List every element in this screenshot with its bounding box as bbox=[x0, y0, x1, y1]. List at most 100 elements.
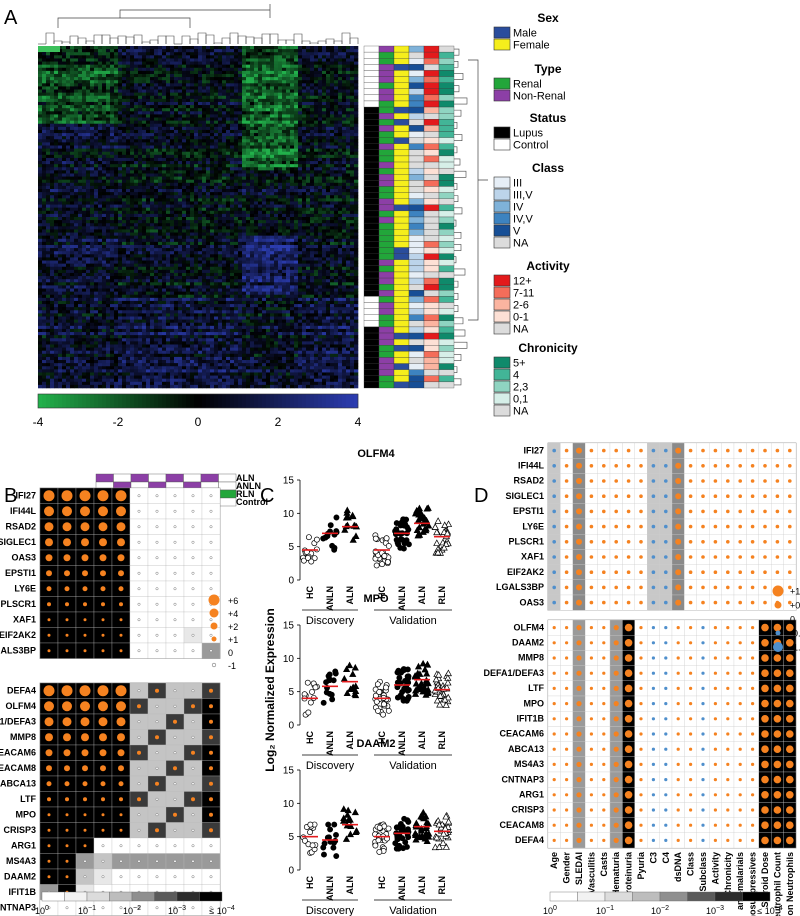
heatmap-cell bbox=[242, 173, 247, 177]
heatmap-cell bbox=[214, 192, 219, 196]
heatmap-cell bbox=[230, 80, 235, 84]
heatmap-cell bbox=[282, 67, 287, 72]
heatmap-cell bbox=[298, 89, 303, 93]
heatmap-cell bbox=[102, 164, 107, 168]
heatmap-cell bbox=[342, 120, 347, 125]
heatmap-cell bbox=[302, 105, 307, 109]
heatmap-cell bbox=[46, 154, 51, 159]
heatmap-cell bbox=[250, 67, 255, 72]
heatmap-cell bbox=[86, 73, 91, 78]
heatmap-cell bbox=[342, 142, 347, 146]
heatmap-cell bbox=[146, 133, 151, 137]
heatmap-cell bbox=[210, 195, 215, 199]
heatmap-cell bbox=[262, 182, 267, 187]
heatmap-cell bbox=[346, 223, 351, 227]
heatmap-cell bbox=[82, 195, 87, 199]
heatmap-cell bbox=[38, 126, 43, 131]
heatmap-cell bbox=[342, 108, 347, 112]
heatmap-cell bbox=[246, 198, 251, 202]
heatmap-cell bbox=[194, 157, 199, 162]
heatmap-cell bbox=[306, 201, 311, 205]
heatmap-cell bbox=[186, 101, 191, 106]
heatmap-cell bbox=[262, 229, 267, 233]
heatmap-cell bbox=[114, 73, 119, 78]
panel-label-a: A bbox=[4, 7, 18, 29]
heatmap-cell bbox=[318, 139, 323, 143]
heatmap-cell bbox=[150, 204, 155, 208]
heatmap-cell bbox=[270, 232, 275, 236]
heatmap-cell bbox=[218, 129, 223, 134]
heatmap-cell bbox=[130, 129, 135, 134]
heatmap-cell bbox=[262, 157, 267, 162]
heatmap-cell bbox=[306, 80, 311, 84]
heatmap-cell bbox=[302, 189, 307, 193]
heatmap-cell bbox=[74, 95, 79, 100]
heatmap-cell bbox=[142, 73, 147, 78]
heatmap-cell bbox=[254, 80, 259, 84]
heatmap-cell bbox=[166, 189, 171, 193]
heatmap-cell bbox=[62, 126, 67, 131]
heatmap-cell bbox=[338, 164, 343, 168]
heatmap-cell bbox=[66, 139, 71, 143]
heatmap-cell bbox=[238, 133, 243, 137]
heatmap-cell bbox=[182, 164, 187, 168]
heatmap-cell bbox=[90, 129, 95, 134]
heatmap-cell bbox=[186, 133, 191, 137]
heatmap-cell bbox=[354, 120, 359, 125]
heatmap-cell bbox=[50, 229, 55, 233]
heatmap-cell bbox=[206, 108, 211, 112]
heatmap-cell bbox=[238, 161, 243, 165]
heatmap-cell bbox=[274, 223, 279, 227]
heatmap-cell bbox=[210, 70, 215, 75]
heatmap-cell bbox=[234, 192, 239, 196]
heatmap-cell bbox=[350, 167, 355, 171]
heatmap-cell bbox=[194, 201, 199, 205]
heatmap-cell bbox=[238, 173, 243, 177]
heatmap-cell bbox=[210, 145, 215, 149]
heatmap-cell bbox=[318, 201, 323, 205]
heatmap-cell bbox=[246, 58, 251, 62]
heatmap-cell bbox=[46, 204, 51, 208]
heatmap-cell bbox=[326, 89, 331, 93]
heatmap-cell bbox=[98, 213, 103, 218]
heatmap-cell bbox=[334, 101, 339, 106]
heatmap-cell bbox=[330, 226, 335, 230]
heatmap-cell bbox=[178, 235, 183, 240]
heatmap-cell bbox=[186, 111, 191, 115]
heatmap-cell bbox=[190, 185, 195, 190]
heatmap-cell bbox=[70, 114, 75, 118]
heatmap-cell bbox=[338, 179, 343, 184]
heatmap-cell bbox=[142, 120, 147, 125]
heatmap-cell bbox=[110, 182, 115, 187]
heatmap-cell bbox=[282, 105, 287, 109]
heatmap-cell bbox=[298, 223, 303, 227]
heatmap-cell bbox=[178, 70, 183, 75]
heatmap-cell bbox=[274, 164, 279, 168]
heatmap-cell bbox=[190, 80, 195, 84]
heatmap-cell bbox=[266, 73, 271, 78]
heatmap-cell bbox=[138, 226, 143, 230]
heatmap-cell bbox=[302, 210, 307, 215]
heatmap-cell bbox=[206, 52, 211, 56]
heatmap-cell bbox=[186, 195, 191, 199]
heatmap-cell bbox=[158, 55, 163, 59]
heatmap-cell bbox=[310, 126, 315, 131]
heatmap-cell bbox=[166, 64, 171, 69]
heatmap-cell bbox=[90, 192, 95, 196]
heatmap-cell bbox=[110, 120, 115, 125]
heatmap-cell bbox=[322, 61, 327, 65]
heatmap-cell bbox=[38, 133, 43, 137]
heatmap-cell bbox=[230, 123, 235, 128]
heatmap-cell bbox=[94, 83, 99, 87]
heatmap-cell bbox=[58, 151, 63, 156]
heatmap-cell bbox=[102, 126, 107, 131]
heatmap-cell bbox=[126, 148, 131, 153]
heatmap-cell bbox=[346, 46, 351, 50]
heatmap-cell bbox=[150, 46, 155, 50]
heatmap-cell bbox=[206, 117, 211, 121]
heatmap-cell bbox=[158, 235, 163, 240]
heatmap-cell bbox=[66, 223, 71, 227]
heatmap-cell bbox=[210, 142, 215, 146]
heatmap-cell bbox=[314, 126, 319, 131]
heatmap-cell bbox=[106, 179, 111, 184]
